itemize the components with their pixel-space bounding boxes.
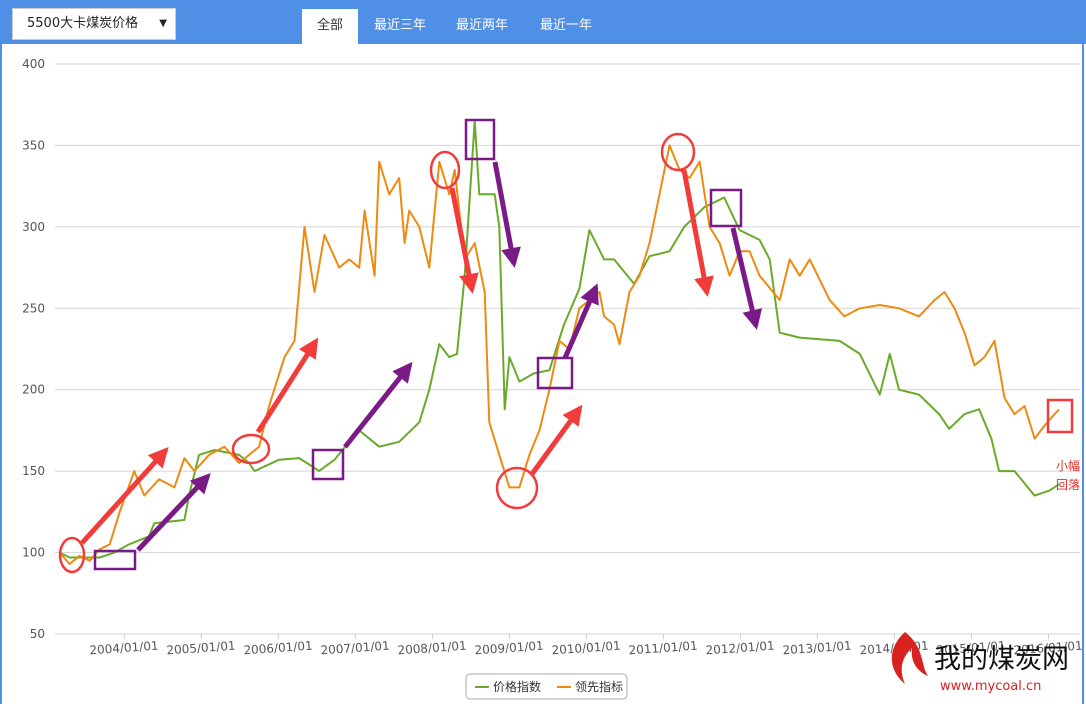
x-tick-label: 2015/01/01 [936, 639, 1006, 658]
x-tick-label: 2016/01/01 [1013, 639, 1083, 658]
arrow [492, 161, 521, 268]
x-tick-label: 2007/01/01 [320, 639, 390, 658]
x-tick-label: 2009/01/01 [474, 639, 544, 658]
arrow [80, 447, 169, 545]
box [1046, 398, 1074, 434]
arrow [529, 404, 583, 476]
legend-label: 领先指标 [575, 679, 623, 694]
series-line [58, 144, 1060, 565]
arrow [449, 187, 479, 294]
x-tick-label: 2004/01/01 [89, 639, 159, 658]
arrow [136, 473, 211, 552]
x-tick-label: 2013/01/01 [782, 639, 852, 658]
circle [231, 433, 271, 465]
y-tick-label: 200 [22, 383, 45, 397]
y-tick-label: 250 [22, 301, 45, 315]
arrow [730, 227, 763, 330]
series-line [59, 120, 1060, 559]
tab[interactable]: 最近一年 [539, 18, 592, 33]
annotation: 小幅 [1056, 458, 1080, 473]
x-tick-label: 2008/01/01 [397, 639, 467, 658]
y-tick-label: 350 [22, 138, 45, 152]
watermark-url: www.mycoal.cn [940, 679, 1041, 694]
y-tick-label: 50 [30, 627, 45, 641]
select-text: 5500大卡煤炭价格 [27, 16, 139, 31]
annotation-shapes [58, 118, 1074, 574]
circle [495, 466, 539, 510]
arrow [681, 169, 714, 297]
caret: ▼ [159, 18, 167, 29]
circle [429, 150, 461, 190]
frame-edge [1082, 44, 1084, 704]
frame-edge [0, 44, 2, 704]
arrow [562, 283, 599, 360]
top-bar [0, 0, 1086, 44]
box [709, 188, 743, 228]
annotation: 回落 [1056, 478, 1080, 492]
box [93, 549, 137, 571]
x-tick-label: 2006/01/01 [243, 639, 313, 658]
box [311, 448, 345, 481]
tab[interactable]: 全部 [302, 9, 358, 44]
y-tick-label: 300 [22, 220, 45, 234]
y-tick-label: 100 [22, 546, 45, 560]
circle [660, 132, 696, 172]
x-tick-label: 2005/01/01 [166, 639, 236, 658]
tab[interactable]: 最近两年 [455, 18, 508, 33]
watermark: 我的煤炭网 www.mycoal.cn [891, 632, 1069, 694]
y-tick-label: 400 [22, 57, 45, 71]
logo [891, 632, 928, 684]
box [536, 356, 574, 390]
x-tick-label: 2012/01/01 [705, 639, 775, 658]
x-tick-label: 2011/01/01 [628, 639, 698, 658]
watermark-text: 我的煤炭网 [934, 644, 1069, 675]
box [464, 118, 496, 161]
series-select[interactable]: 5500大卡煤炭价格 ▼ [12, 8, 176, 40]
legend-box [465, 673, 628, 700]
tab[interactable]: 最近三年 [373, 18, 426, 33]
x-tick-label: 2010/01/01 [551, 639, 621, 658]
y-tick-label: 150 [22, 464, 45, 478]
arrow [255, 337, 319, 434]
arrow [343, 361, 413, 449]
legend-label: 价格指数 [493, 679, 541, 694]
circle [58, 536, 86, 574]
